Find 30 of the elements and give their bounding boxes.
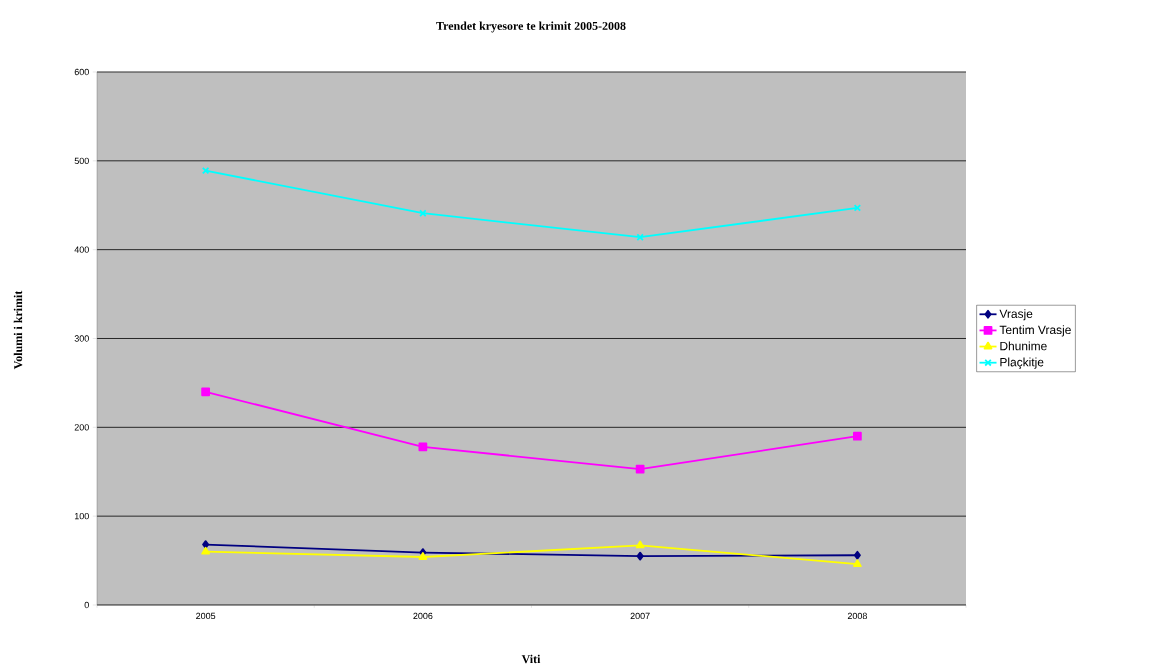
point (201, 387, 211, 397)
x-tick-label: 2007 (630, 612, 650, 620)
point (853, 431, 862, 441)
y-axis-title: Volumi i krimit (13, 290, 23, 370)
point (201, 166, 210, 175)
point (853, 559, 862, 568)
y-tick-label: 400 (74, 246, 89, 253)
legend-label: Vrasje (999, 309, 1033, 321)
x-tick-label: 2006 (413, 612, 433, 620)
point (635, 464, 645, 474)
x-axis-title: Viti (521, 654, 541, 664)
y-tick-label: 600 (74, 68, 89, 76)
point (853, 550, 861, 560)
point (201, 546, 210, 555)
point (418, 442, 428, 452)
point (636, 551, 644, 561)
legend-label: Tentim Vrasje (999, 325, 1071, 337)
y-tick-label: 300 (74, 335, 89, 342)
x-tick-label: 2008 (847, 612, 867, 620)
legend-label: Dhunime (1000, 341, 1047, 351)
legend-label: Plaçkitje (1000, 357, 1044, 369)
x-tick-label: 2005 (196, 612, 216, 620)
chart-title: Trendet kryesore te krimit 2005-2008 (436, 21, 626, 33)
y-tick-label: 200 (74, 424, 89, 431)
y-tick-label: 0 (84, 601, 89, 609)
point (635, 540, 645, 549)
point (202, 540, 210, 549)
point (418, 552, 428, 560)
y-tick-label: 500 (74, 157, 89, 164)
y-tick-label: 100 (74, 512, 89, 520)
